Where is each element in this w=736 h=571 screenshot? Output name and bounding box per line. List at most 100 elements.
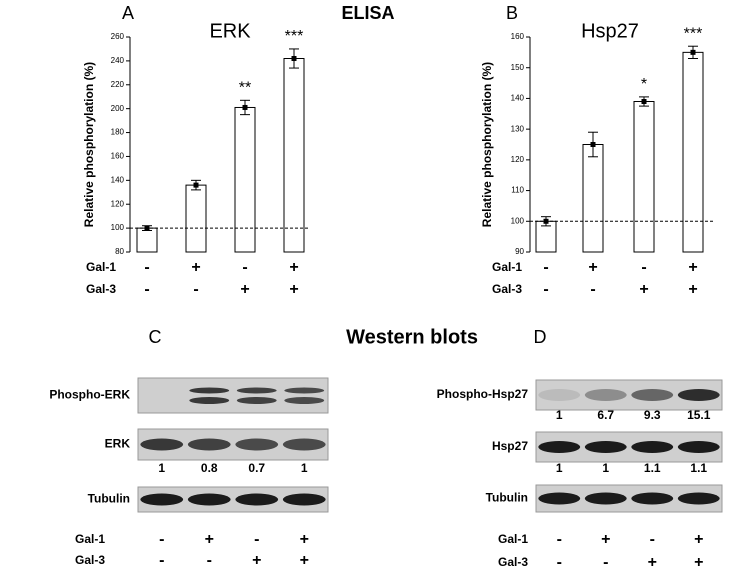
band: [677, 492, 720, 505]
quantification: 9.3: [644, 408, 661, 422]
y-tick-label: 120: [111, 199, 125, 208]
condition-sign: -: [557, 531, 562, 548]
condition-sign: +: [289, 259, 298, 276]
band: [677, 389, 720, 401]
condition-label: Gal-3: [492, 282, 522, 296]
condition-sign: -: [557, 554, 562, 571]
chart-title: ERK: [209, 20, 251, 42]
y-tick-label: 80: [115, 247, 124, 256]
y-tick-label: 240: [111, 56, 125, 65]
quantification: 1.1: [690, 461, 707, 475]
quantification: 6.7: [597, 408, 614, 422]
condition-sign: +: [191, 259, 200, 276]
mean-dot: [590, 142, 596, 147]
quantification: 1: [158, 461, 165, 475]
band: [187, 493, 231, 506]
condition-sign: -: [207, 552, 212, 569]
band: [538, 492, 581, 505]
y-tick-label: 140: [111, 175, 125, 184]
figure-title: ELISA: [341, 3, 394, 23]
y-tick-label: 260: [111, 32, 125, 41]
mean-dot: [193, 182, 199, 188]
bar: [136, 227, 158, 253]
condition-sign: +: [688, 281, 697, 298]
band: [140, 493, 184, 506]
band: [235, 438, 279, 451]
bar: [633, 101, 655, 253]
condition-sign: +: [601, 531, 610, 548]
band: [189, 397, 230, 404]
condition-sign: -: [254, 531, 259, 548]
mean-dot: [690, 49, 696, 55]
band: [187, 438, 231, 451]
condition-sign: -: [144, 259, 149, 276]
condition-label: Gal-1: [492, 260, 522, 274]
band: [631, 492, 674, 505]
bar: [582, 144, 604, 253]
blot: [137, 377, 329, 414]
band: [677, 441, 720, 453]
band: [538, 389, 581, 401]
band: [282, 438, 326, 451]
band: [538, 441, 581, 453]
section-title: Western blots: [346, 326, 478, 348]
quantification: 1: [556, 461, 563, 475]
significance: **: [239, 80, 251, 97]
condition-sign: +: [688, 259, 697, 276]
condition-label: Gal-1: [75, 532, 105, 546]
condition-sign: +: [648, 554, 657, 571]
band: [236, 387, 277, 394]
band: [282, 493, 326, 506]
panel-label: B: [506, 3, 518, 23]
quantification: 0.8: [201, 461, 218, 475]
condition-sign: +: [300, 552, 309, 569]
y-tick-label: 140: [511, 94, 525, 103]
condition-sign: -: [159, 531, 164, 548]
condition-label: Gal-3: [86, 282, 116, 296]
condition-sign: +: [252, 552, 261, 569]
panel-label: D: [534, 327, 547, 347]
y-tick-label: 180: [111, 128, 125, 137]
y-tick-label: 120: [511, 155, 525, 164]
mean-dot: [242, 104, 248, 110]
mean-dot: [641, 99, 647, 104]
condition-sign: -: [603, 554, 608, 571]
condition-sign: -: [193, 281, 198, 298]
condition-sign: +: [588, 259, 597, 276]
condition-label: Gal-1: [498, 532, 528, 546]
y-tick-label: 130: [511, 124, 525, 133]
y-tick-label: 90: [515, 247, 524, 256]
blot-label: Tubulin: [486, 491, 528, 505]
condition-sign: +: [240, 281, 249, 298]
y-tick-label: 160: [111, 152, 125, 161]
significance: *: [641, 76, 647, 93]
band: [284, 387, 325, 394]
quantification: 1: [556, 408, 563, 422]
y-axis-label: Relative phosphorylation (%): [82, 62, 96, 227]
condition-sign: -: [543, 259, 548, 276]
band: [140, 438, 184, 451]
quantification: 15.1: [687, 408, 711, 422]
condition-label: Gal-1: [86, 260, 116, 274]
band: [284, 397, 325, 404]
condition-label: Gal-3: [498, 555, 528, 569]
mean-dot: [291, 56, 297, 61]
quantification: 0.7: [248, 461, 265, 475]
condition-sign: -: [159, 552, 164, 569]
condition-sign: -: [144, 281, 149, 298]
bar: [185, 184, 207, 253]
quantification: 1: [602, 461, 609, 475]
blot-label: Hsp27: [492, 439, 528, 453]
y-tick-label: 220: [111, 80, 125, 89]
chart-title: Hsp27: [581, 20, 639, 42]
y-axis-label: Relative phosphorylation (%): [480, 62, 494, 227]
band: [189, 387, 230, 394]
condition-sign: -: [543, 281, 548, 298]
bar: [682, 51, 704, 253]
band: [631, 389, 674, 401]
condition-sign: -: [641, 259, 646, 276]
significance: ***: [285, 28, 304, 45]
blot-label: Phospho-ERK: [49, 388, 130, 402]
quantification: 1: [301, 461, 308, 475]
